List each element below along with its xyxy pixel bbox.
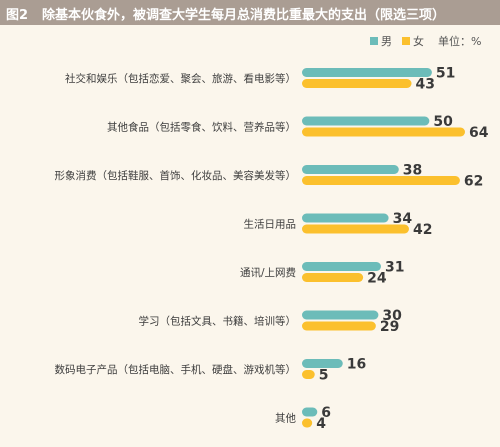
category-label: 其他食品（包括零食、饮料、营养品等） — [107, 121, 296, 134]
legend-label-male: 男 — [381, 35, 392, 48]
category-label: 生活日用品 — [244, 218, 297, 231]
value-label-female: 4 — [316, 416, 326, 432]
bar-male — [302, 213, 389, 223]
category-label: 学习（包括文具、书籍、培训等） — [139, 315, 297, 328]
bar-female — [302, 418, 313, 428]
chart-title: 除基本伙食外，被调查大学生每月总消费比重最大的支出（限选三项） — [42, 8, 446, 23]
value-label-female: 42 — [413, 222, 432, 238]
category-label: 数码电子产品（包括电脑、手机、硬盘、游戏机等） — [55, 363, 297, 376]
value-label-male: 38 — [403, 163, 422, 179]
bar-male — [302, 407, 318, 417]
figure-label: 图2 — [6, 8, 29, 23]
bar-male — [302, 262, 381, 271]
legend-swatch-male — [370, 37, 378, 45]
value-label-female: 64 — [469, 125, 489, 141]
bar-female — [302, 321, 376, 331]
category-label: 社交和娱乐（包括恋爱、聚会、旅游、看电影等） — [65, 72, 296, 85]
value-label-male: 6 — [321, 405, 331, 421]
bar-male — [302, 116, 430, 126]
value-label-male: 51 — [436, 66, 455, 82]
bar-male — [302, 310, 379, 320]
bar-male — [302, 359, 343, 368]
value-label-male: 16 — [347, 357, 366, 373]
value-label-male: 30 — [382, 308, 402, 324]
value-label-female: 5 — [319, 368, 329, 384]
category-label: 形象消费（包括鞋服、首饰、化妆品、美容美发等） — [55, 169, 297, 182]
legend-label-female: 女 — [413, 35, 424, 48]
value-label-male: 31 — [385, 260, 404, 276]
bar-female — [302, 176, 460, 185]
value-label-female: 29 — [380, 319, 399, 335]
bar-female — [302, 370, 315, 379]
bar-male — [302, 68, 432, 77]
value-label-female: 24 — [367, 271, 387, 287]
bar-male — [302, 165, 399, 174]
legend-unit: 单位：% — [438, 35, 482, 48]
bar-female — [302, 79, 412, 88]
category-label: 其他 — [275, 412, 296, 425]
bar-female — [302, 127, 465, 137]
category-label: 通讯/上网费 — [240, 266, 296, 279]
legend-swatch-female — [402, 37, 410, 45]
value-label-male: 50 — [433, 114, 453, 130]
bar-female — [302, 273, 364, 282]
value-label-male: 34 — [393, 211, 413, 227]
value-label-female: 62 — [464, 174, 483, 190]
value-label-female: 43 — [416, 77, 435, 93]
bar-female — [302, 224, 409, 234]
chart-header: 图2 除基本伙食外，被调查大学生每月总消费比重最大的支出（限选三项） — [0, 0, 500, 25]
